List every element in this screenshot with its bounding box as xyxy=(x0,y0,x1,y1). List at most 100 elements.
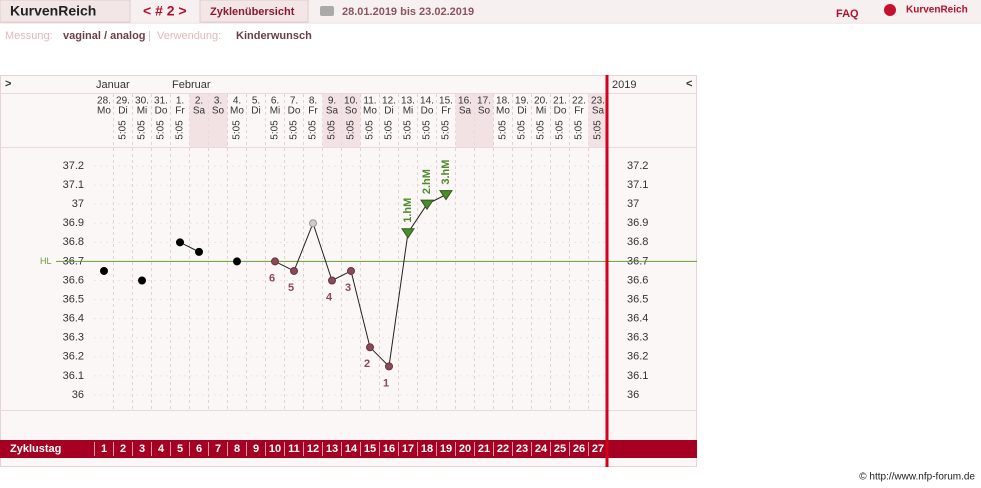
nav-left[interactable]: > xyxy=(5,78,11,90)
weekday: Do xyxy=(421,106,434,117)
y-tick-label: 37.1 xyxy=(63,179,84,191)
cycle-day: 18 xyxy=(421,443,433,455)
weekday: Sa xyxy=(459,106,472,117)
temperature-point xyxy=(233,257,241,266)
time: 5:05 xyxy=(232,120,243,140)
count-label: 3 xyxy=(345,282,351,294)
date: 6. xyxy=(271,96,279,107)
overview-link[interactable]: Zyklenübersicht xyxy=(210,6,295,18)
cycle-day: 8 xyxy=(234,443,240,455)
y-tick-label: 37.2 xyxy=(63,160,84,172)
weekday: Mi xyxy=(270,106,281,117)
high-label: 1.hM xyxy=(402,198,414,223)
cycle-day: 21 xyxy=(478,443,490,455)
cycle-day: 20 xyxy=(459,443,471,455)
weekday: So xyxy=(345,106,358,117)
y-tick-label: 36.2 xyxy=(63,351,84,363)
date: 1. xyxy=(176,96,184,107)
time: 5:05 xyxy=(593,120,604,140)
weekday: Mi xyxy=(536,106,547,117)
time: 5:05 xyxy=(327,120,338,140)
temperature-point xyxy=(309,219,317,228)
y-tick-label: 36.3 xyxy=(63,332,84,344)
high-label: 3.hM xyxy=(440,160,452,185)
print-icon[interactable] xyxy=(320,6,334,16)
brand-icon xyxy=(884,4,896,16)
cycle-day: 12 xyxy=(307,443,319,455)
cycle-day: 4 xyxy=(158,443,165,455)
weekday: Mi xyxy=(403,106,414,117)
coverline-label: HL xyxy=(40,256,52,266)
count-label: 4 xyxy=(326,291,333,303)
faq-link[interactable]: FAQ xyxy=(836,8,859,20)
temperature-point xyxy=(271,257,279,266)
y-tick-label: 36.1 xyxy=(63,370,84,382)
weekday: Di xyxy=(384,106,393,117)
cycle-day: 14 xyxy=(345,443,358,455)
date: 5. xyxy=(252,96,260,107)
measure-label: Messung: xyxy=(5,30,53,42)
time: 5:05 xyxy=(574,120,585,140)
date: 8. xyxy=(309,96,317,107)
cycle-day: 1 xyxy=(101,443,107,455)
weekday: Mi xyxy=(137,106,148,117)
cycle-day: 22 xyxy=(497,443,509,455)
date: 12. xyxy=(382,96,396,107)
date: 29. xyxy=(116,96,130,107)
time: 5:05 xyxy=(156,120,167,140)
date: 21. xyxy=(553,96,567,107)
overview-box[interactable] xyxy=(199,0,309,23)
time: 5:05 xyxy=(517,120,528,140)
weekday: Mo xyxy=(496,106,510,117)
y-tick-label: 36.6 xyxy=(63,274,84,286)
time: 5:05 xyxy=(365,120,376,140)
nav-right[interactable]: < xyxy=(686,78,692,90)
weekday: Mo xyxy=(97,106,111,117)
high-point xyxy=(420,199,434,211)
time: 5:05 xyxy=(441,120,452,140)
cycle-day: 2 xyxy=(120,443,126,455)
weekday: So xyxy=(212,106,225,117)
temperature-point xyxy=(138,276,146,285)
y2-tick-label: 36 xyxy=(627,389,639,401)
y-tick-label: 36.4 xyxy=(63,313,84,325)
weekday: So xyxy=(478,106,491,117)
date: 10. xyxy=(344,96,358,107)
brand: KurvenReich xyxy=(906,5,968,16)
weekend-header xyxy=(455,94,475,147)
y-tick-label: 37 xyxy=(72,198,84,210)
count-label: 6 xyxy=(269,272,275,284)
cycle-day: 10 xyxy=(269,443,281,455)
date: 15. xyxy=(439,96,453,107)
y2-tick-label: 36.4 xyxy=(627,313,648,325)
use: Kinderwunsch xyxy=(236,30,312,42)
date: 22. xyxy=(572,96,586,107)
month: Februar xyxy=(172,79,211,91)
temperature-point xyxy=(100,266,108,275)
y2-tick-label: 37.2 xyxy=(627,160,648,172)
weekday: Sa xyxy=(193,106,206,117)
cycle-day: 15 xyxy=(364,443,376,455)
y2-tick-label: 36.5 xyxy=(627,293,648,305)
cycle-day: 3 xyxy=(139,443,145,455)
date: 28. xyxy=(97,96,111,107)
date: 4. xyxy=(233,96,241,107)
time: 5:05 xyxy=(384,120,395,140)
y2-tick-label: 37 xyxy=(627,198,639,210)
y2-tick-label: 36.8 xyxy=(627,236,648,248)
x-label: Zyklustag xyxy=(10,443,61,455)
temperature-point xyxy=(328,276,336,285)
weekday: Do xyxy=(155,106,168,117)
date: 3. xyxy=(214,96,222,107)
time: 5:05 xyxy=(498,120,509,140)
cycle-nav[interactable]: < # 2 > xyxy=(143,3,187,19)
temperature-point xyxy=(347,266,355,275)
logo-box xyxy=(0,0,131,23)
date: 13. xyxy=(401,96,415,107)
y2-tick-label: 36.1 xyxy=(627,370,648,382)
time: 5:05 xyxy=(118,120,129,140)
weekend-header xyxy=(341,94,361,147)
cycle-day: 5 xyxy=(177,443,183,455)
cycle-day: 11 xyxy=(288,443,300,455)
